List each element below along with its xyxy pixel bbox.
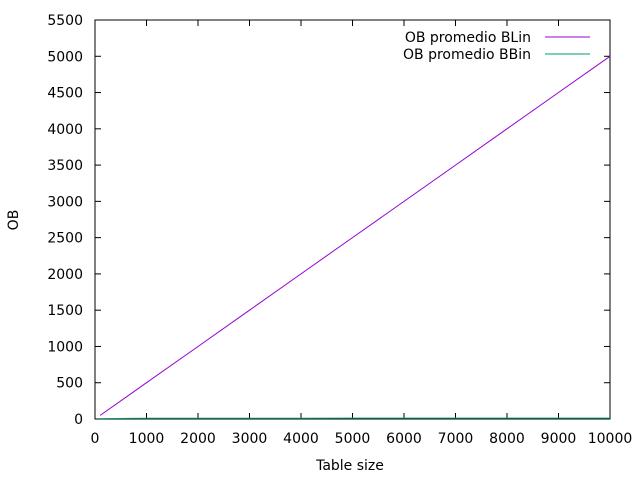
legend-label-0: OB promedio BLin xyxy=(405,30,531,46)
x-axis-label: Table size xyxy=(315,458,384,474)
y-tick-label: 2000 xyxy=(47,267,83,283)
x-tick-label: 10000 xyxy=(588,431,633,447)
x-axis: 0 1000 2000 3000 4000 5000 6000 7000 8000 9000 100… xyxy=(91,20,633,447)
x-tick-label: 9000 xyxy=(541,431,577,447)
y-tick-label: 0 xyxy=(74,412,83,428)
y-tick-label: 2500 xyxy=(47,231,83,247)
y-tick-label: 4000 xyxy=(47,122,83,138)
x-tick-label: 6000 xyxy=(386,431,422,447)
x-tick-label: 4000 xyxy=(283,431,319,447)
x-tick-label: 8000 xyxy=(489,431,525,447)
y-axis: 0 500 1000 1500 2000 2500 3000 3500 4000 4500 5000… xyxy=(47,13,610,428)
y-tick-label: 1500 xyxy=(47,303,83,319)
plot-frame xyxy=(94,19,611,420)
x-tick-label: 0 xyxy=(91,431,100,447)
y-tick-label: 1000 xyxy=(47,339,83,355)
y-tick-label: 5500 xyxy=(47,13,83,29)
series-lines xyxy=(99,55,611,420)
y-axis-label: OB xyxy=(6,210,22,231)
x-tick-label: 2000 xyxy=(180,431,216,447)
y-tick-label: 5000 xyxy=(47,49,83,65)
x-tick-label: 3000 xyxy=(232,431,268,447)
series-line-1 xyxy=(100,417,610,420)
y-tick-label: 500 xyxy=(56,376,83,392)
legend-label-1: OB promedio BBin xyxy=(403,47,531,63)
y-tick-label: 3000 xyxy=(47,194,83,210)
y-tick-label: 4500 xyxy=(47,86,83,102)
x-tick-label: 7000 xyxy=(438,431,474,447)
y-tick-label: 3500 xyxy=(47,158,83,174)
series-line-0 xyxy=(99,55,611,416)
x-tick-label: 1000 xyxy=(129,431,165,447)
x-tick-label: 5000 xyxy=(335,431,371,447)
